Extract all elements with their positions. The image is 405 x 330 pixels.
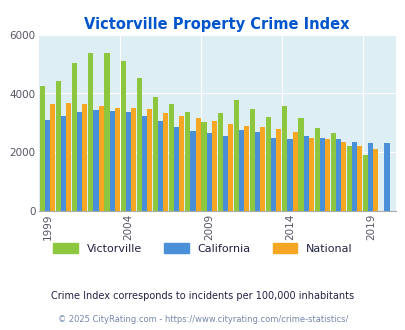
Bar (303, 136, 308, 211)
Bar (206, 133, 211, 211)
Bar (98, 106, 103, 211)
Bar (114, 108, 119, 211)
Bar (298, 117, 303, 211)
Bar (265, 117, 271, 211)
Bar (66, 103, 71, 211)
Bar (136, 78, 142, 211)
Bar (276, 129, 281, 211)
Bar (351, 142, 356, 211)
Bar (179, 116, 184, 211)
Bar (72, 63, 77, 211)
Bar (40, 86, 45, 211)
Bar (130, 108, 136, 211)
Bar (195, 118, 200, 211)
Bar (330, 133, 335, 211)
Bar (319, 138, 324, 211)
Bar (56, 81, 61, 211)
Bar (45, 120, 50, 211)
Bar (384, 143, 388, 211)
Bar (93, 110, 98, 211)
Bar (346, 146, 351, 211)
Bar (249, 109, 254, 211)
Bar (211, 121, 216, 211)
Bar (61, 116, 66, 211)
Bar (190, 131, 195, 211)
Bar (281, 106, 287, 211)
Bar (104, 53, 109, 211)
Bar (163, 113, 168, 211)
Bar (82, 104, 87, 211)
Bar (287, 139, 292, 211)
Bar (169, 104, 174, 211)
Text: © 2025 CityRating.com - https://www.cityrating.com/crime-statistics/: © 2025 CityRating.com - https://www.city… (58, 315, 347, 324)
Bar (153, 97, 158, 211)
Title: Victorville Property Crime Index: Victorville Property Crime Index (84, 17, 349, 32)
Bar (126, 112, 130, 211)
Bar (362, 155, 367, 211)
Bar (147, 109, 152, 211)
Bar (201, 122, 206, 211)
Bar (340, 142, 345, 211)
Bar (227, 124, 232, 211)
Bar (243, 126, 249, 211)
Bar (238, 130, 243, 211)
Bar (254, 132, 260, 211)
Bar (158, 121, 163, 211)
Bar (142, 116, 147, 211)
Bar (174, 127, 179, 211)
Bar (271, 138, 276, 211)
Bar (335, 139, 340, 211)
Bar (314, 128, 319, 211)
Bar (367, 143, 373, 211)
Bar (233, 100, 238, 211)
Bar (324, 139, 329, 211)
Bar (292, 132, 297, 211)
Bar (373, 149, 377, 211)
Bar (88, 53, 93, 211)
Bar (109, 111, 114, 211)
Bar (356, 146, 361, 211)
Bar (120, 61, 126, 211)
Bar (222, 136, 227, 211)
Bar (50, 104, 55, 211)
Bar (185, 112, 190, 211)
Text: Crime Index corresponds to incidents per 100,000 inhabitants: Crime Index corresponds to incidents per… (51, 291, 354, 301)
Legend: Victorville, California, National: Victorville, California, National (49, 239, 356, 258)
Bar (77, 112, 82, 211)
Bar (260, 127, 264, 211)
Bar (308, 138, 313, 211)
Bar (217, 113, 222, 211)
